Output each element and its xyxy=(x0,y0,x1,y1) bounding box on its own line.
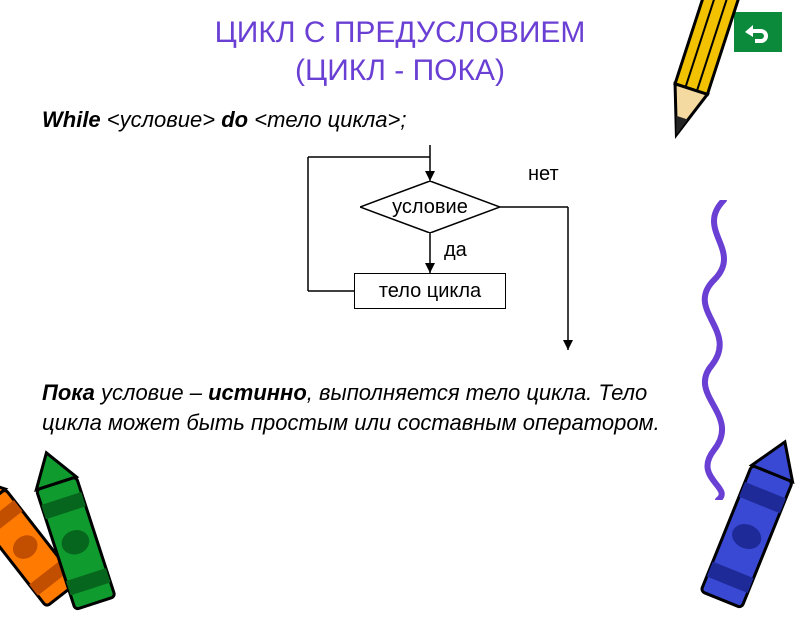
body-label: тело цикла xyxy=(379,280,481,303)
edge-label-no: нет xyxy=(528,163,559,186)
flowchart: условие тело цикла да нет xyxy=(200,145,600,355)
word-poka: Пока xyxy=(42,380,95,405)
syntax-body: <тело цикла> xyxy=(254,107,400,132)
body-node: тело цикла xyxy=(354,273,506,309)
syntax-semi: ; xyxy=(400,107,406,132)
title-line1: ЦИКЛ С ПРЕДУСЛОВИЕМ xyxy=(215,16,586,49)
description-text: Пока условие – истинно, выполняется тело… xyxy=(42,378,672,437)
kw-do: do xyxy=(221,107,248,132)
crayons-bottom-left xyxy=(0,446,190,626)
condition-label: условие xyxy=(360,181,500,233)
word-true: истинно xyxy=(208,380,307,405)
pencil-decor xyxy=(638,0,758,160)
kw-while: While xyxy=(42,107,101,132)
title-line2: (ЦИКЛ - ПОКА) xyxy=(295,54,505,87)
desc-part1: условие – xyxy=(95,380,208,405)
syntax-cond: <условие> xyxy=(107,107,215,132)
edge-label-yes: да xyxy=(444,239,467,262)
